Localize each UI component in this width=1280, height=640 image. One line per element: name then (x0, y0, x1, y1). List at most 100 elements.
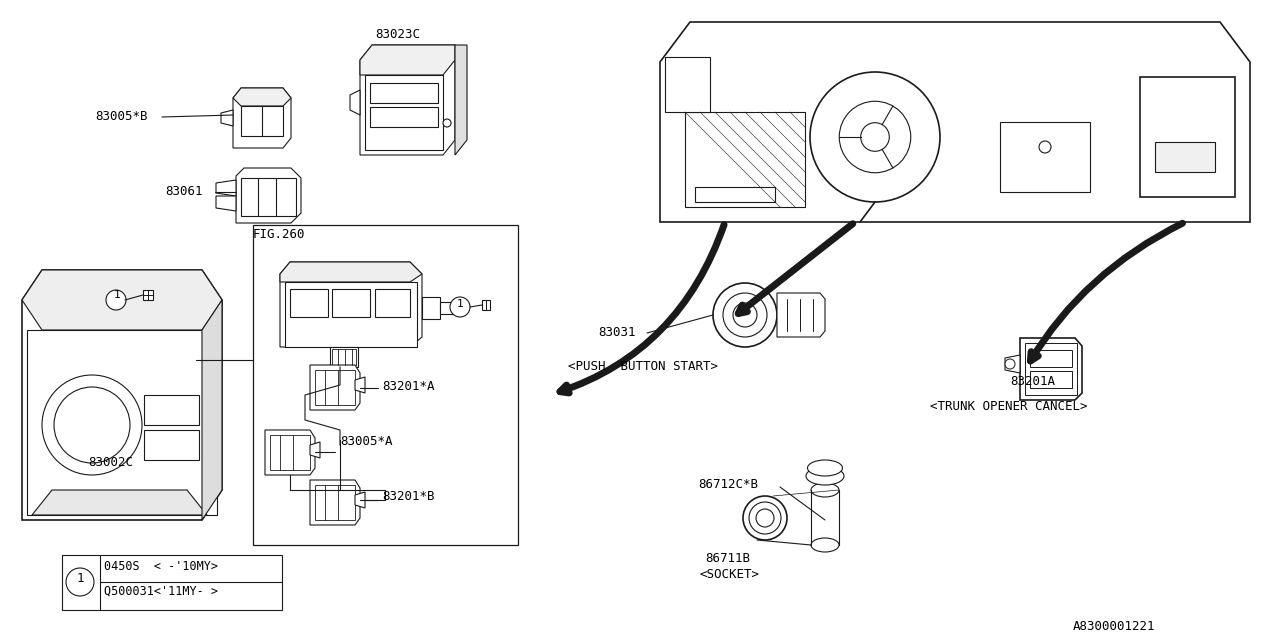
Bar (27, 330, 218, 515)
Circle shape (106, 290, 125, 310)
Polygon shape (280, 262, 422, 347)
Bar (1140, 77, 1235, 197)
Polygon shape (236, 168, 301, 223)
Circle shape (723, 293, 767, 337)
Text: 83201*B: 83201*B (381, 490, 434, 503)
Text: 86712C*B: 86712C*B (698, 478, 758, 491)
Circle shape (860, 123, 890, 151)
Circle shape (1005, 359, 1015, 369)
Circle shape (713, 283, 777, 347)
Polygon shape (360, 45, 454, 75)
Ellipse shape (812, 483, 838, 497)
Circle shape (443, 119, 451, 127)
Polygon shape (216, 196, 236, 211)
Text: <PUSH  BUTTON START>: <PUSH BUTTON START> (568, 360, 718, 373)
Polygon shape (32, 490, 207, 515)
Polygon shape (777, 293, 826, 337)
Bar (666, 57, 710, 112)
Polygon shape (216, 180, 236, 196)
Ellipse shape (808, 460, 842, 476)
Text: 0450S  < -'10MY>: 0450S < -'10MY> (104, 560, 218, 573)
Circle shape (742, 496, 787, 540)
Bar (370, 107, 438, 127)
Bar (365, 75, 443, 150)
Text: FIG.260: FIG.260 (253, 228, 306, 241)
Text: 83005*B: 83005*B (95, 110, 147, 123)
Polygon shape (202, 300, 221, 520)
Ellipse shape (812, 538, 838, 552)
Polygon shape (355, 492, 365, 508)
Polygon shape (1005, 355, 1020, 373)
Text: 1: 1 (77, 573, 83, 586)
Text: <SOCKET>: <SOCKET> (700, 568, 760, 581)
Bar (241, 106, 283, 136)
Text: 83023C: 83023C (375, 28, 420, 41)
Circle shape (54, 387, 131, 463)
Polygon shape (265, 430, 315, 475)
Bar (315, 485, 355, 520)
Circle shape (451, 297, 470, 317)
Polygon shape (454, 45, 467, 155)
Text: 83005*A: 83005*A (340, 435, 393, 448)
Polygon shape (310, 365, 360, 410)
Circle shape (733, 303, 756, 327)
Polygon shape (233, 88, 291, 106)
Bar (332, 289, 370, 317)
Polygon shape (280, 262, 422, 282)
Text: Q500031<'11MY- >: Q500031<'11MY- > (104, 585, 218, 598)
Text: 1: 1 (457, 299, 463, 309)
Circle shape (42, 375, 142, 475)
Bar (285, 282, 417, 347)
Polygon shape (22, 270, 221, 330)
Bar (330, 347, 358, 367)
Bar (315, 370, 355, 405)
Text: 83201*A: 83201*A (381, 380, 434, 393)
Bar (370, 83, 438, 103)
Bar (332, 349, 356, 365)
Bar (685, 112, 805, 207)
Circle shape (840, 101, 911, 173)
Polygon shape (233, 88, 291, 148)
Bar (1025, 343, 1076, 395)
Polygon shape (660, 22, 1251, 222)
Bar (143, 290, 154, 300)
Polygon shape (310, 442, 320, 458)
Bar (61, 555, 282, 610)
Circle shape (749, 502, 781, 534)
Polygon shape (355, 377, 365, 393)
Bar (375, 289, 410, 317)
Bar (1155, 142, 1215, 172)
Bar (1030, 371, 1073, 388)
Text: 86711B: 86711B (705, 552, 750, 565)
Bar (440, 302, 462, 314)
Text: A8300001221: A8300001221 (1073, 620, 1155, 633)
Ellipse shape (806, 467, 844, 485)
Polygon shape (360, 45, 454, 155)
Bar (422, 297, 440, 319)
Circle shape (1039, 141, 1051, 153)
Bar (270, 435, 310, 470)
Polygon shape (1020, 338, 1082, 400)
Bar (1000, 122, 1091, 192)
Bar (1030, 350, 1073, 367)
Text: 83002C: 83002C (88, 456, 133, 469)
Text: 83031: 83031 (598, 326, 635, 339)
Circle shape (756, 509, 774, 527)
Bar (253, 225, 518, 545)
Circle shape (810, 72, 940, 202)
Text: 83201A: 83201A (1010, 375, 1055, 388)
Polygon shape (349, 90, 360, 115)
Text: 1: 1 (114, 290, 120, 300)
Polygon shape (22, 270, 221, 520)
Bar (143, 430, 198, 460)
Polygon shape (221, 110, 233, 126)
Text: <TRUNK OPENER CANCEL>: <TRUNK OPENER CANCEL> (931, 400, 1088, 413)
Bar (695, 187, 774, 202)
Bar (291, 289, 328, 317)
Text: 83061: 83061 (165, 185, 202, 198)
Circle shape (67, 568, 93, 596)
Bar (143, 395, 198, 425)
Bar (483, 300, 490, 310)
Polygon shape (310, 480, 360, 525)
Bar (241, 178, 296, 216)
